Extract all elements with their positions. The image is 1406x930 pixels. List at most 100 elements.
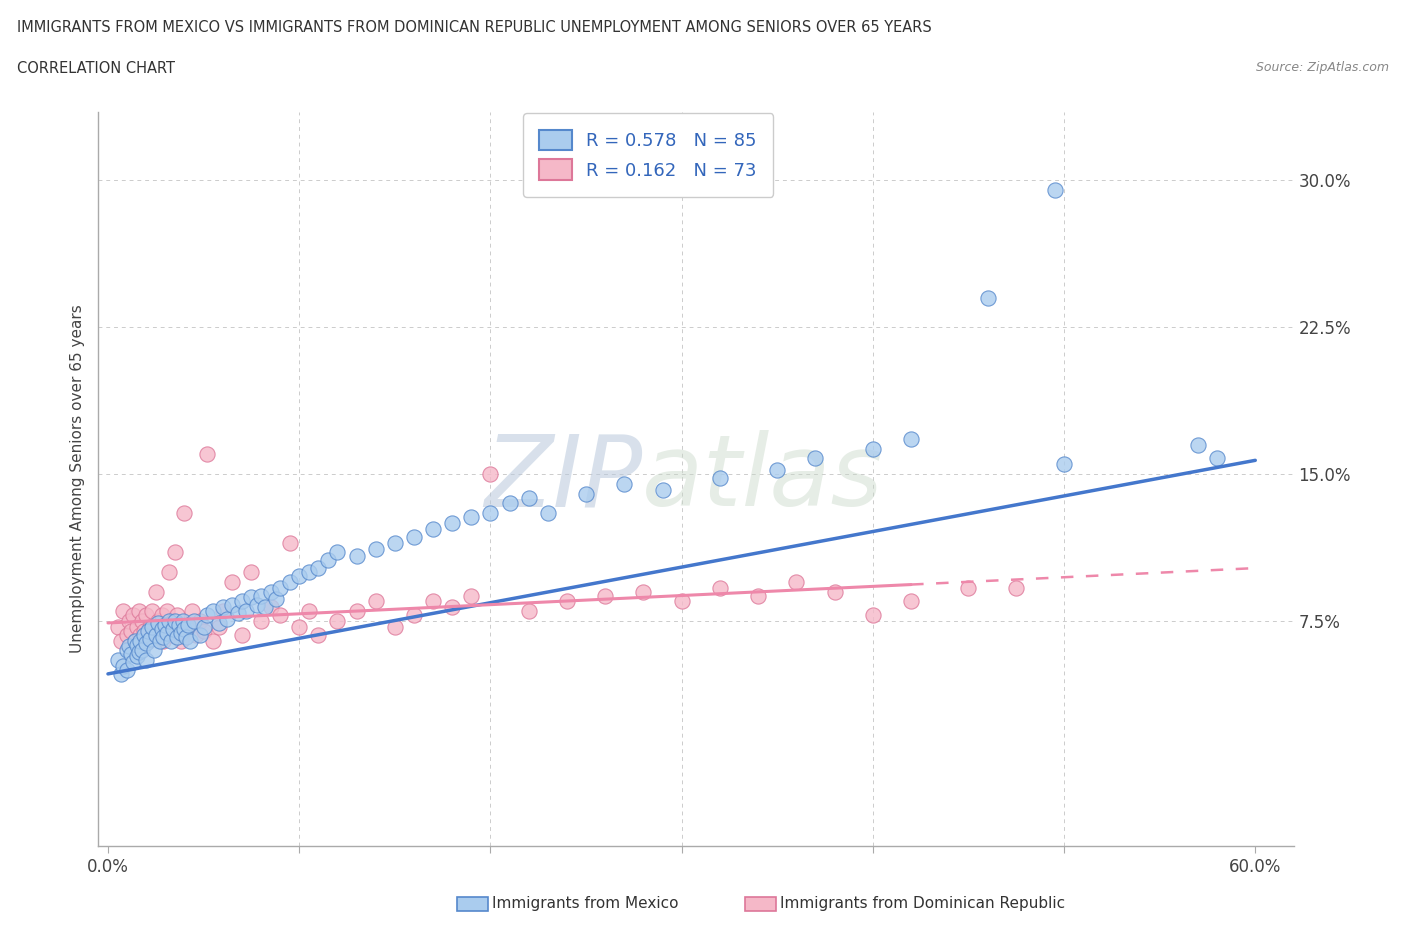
- Point: [135, 607, 157, 622]
- Point: [110, 667, 132, 682]
- Point: [131, 643, 153, 658]
- Point: [146, 614, 169, 629]
- Point: [110, 633, 132, 648]
- Point: [575, 486, 598, 501]
- Point: [145, 584, 167, 599]
- Point: [173, 506, 195, 521]
- Point: [250, 588, 273, 603]
- Point: [231, 627, 253, 642]
- Point: [288, 568, 311, 583]
- Point: [402, 607, 425, 622]
- Point: [118, 639, 141, 654]
- Point: [120, 647, 142, 662]
- Point: [112, 658, 135, 673]
- Point: [160, 633, 183, 648]
- Point: [169, 625, 191, 640]
- Point: [957, 580, 980, 595]
- Point: [157, 565, 180, 579]
- Point: [135, 635, 157, 650]
- Point: [326, 545, 349, 560]
- Point: [129, 633, 152, 648]
- Point: [172, 614, 194, 629]
- Point: [785, 575, 807, 590]
- Point: [1053, 457, 1076, 472]
- Point: [145, 627, 167, 642]
- Point: [139, 619, 162, 634]
- Point: [709, 471, 731, 485]
- Point: [160, 627, 183, 642]
- Point: [221, 575, 243, 590]
- Point: [862, 441, 884, 456]
- Point: [124, 633, 146, 648]
- Point: [167, 618, 190, 632]
- Point: [107, 619, 129, 634]
- Point: [1005, 580, 1028, 595]
- FancyBboxPatch shape: [457, 897, 488, 911]
- Point: [346, 604, 368, 618]
- Point: [235, 604, 257, 618]
- Point: [1187, 437, 1209, 452]
- Point: [142, 627, 165, 642]
- Point: [136, 623, 159, 638]
- Point: [169, 633, 191, 648]
- Point: [976, 290, 998, 305]
- Point: [593, 588, 616, 603]
- Point: [120, 623, 142, 638]
- Point: [900, 594, 922, 609]
- Point: [253, 600, 276, 615]
- Point: [517, 490, 540, 505]
- Point: [202, 633, 225, 648]
- Point: [862, 607, 884, 622]
- Point: [149, 623, 172, 638]
- Point: [208, 616, 231, 631]
- Point: [364, 541, 387, 556]
- Point: [316, 552, 339, 567]
- Point: [128, 604, 150, 618]
- Point: [177, 619, 200, 634]
- Point: [162, 614, 184, 629]
- Point: [226, 605, 249, 620]
- Point: [269, 580, 291, 595]
- Point: [136, 633, 159, 648]
- Point: [193, 619, 215, 634]
- Point: [155, 619, 177, 634]
- Point: [166, 630, 188, 644]
- Point: [326, 614, 349, 629]
- Point: [441, 515, 464, 530]
- Text: CORRELATION CHART: CORRELATION CHART: [17, 61, 174, 76]
- Point: [124, 633, 146, 648]
- Point: [150, 607, 173, 622]
- Point: [479, 506, 502, 521]
- Point: [163, 614, 186, 629]
- Point: [128, 644, 150, 659]
- Point: [125, 649, 148, 664]
- Point: [804, 451, 827, 466]
- Point: [177, 618, 200, 632]
- Point: [173, 621, 195, 636]
- Text: atlas: atlas: [643, 431, 884, 527]
- Point: [184, 627, 207, 642]
- Point: [181, 604, 204, 618]
- Point: [135, 653, 157, 668]
- Point: [278, 575, 301, 590]
- Point: [246, 598, 269, 613]
- Point: [211, 600, 233, 615]
- Text: IMMIGRANTS FROM MEXICO VS IMMIGRANTS FROM DOMINICAN REPUBLIC UNEMPLOYMENT AMONG : IMMIGRANTS FROM MEXICO VS IMMIGRANTS FRO…: [17, 20, 932, 35]
- Point: [298, 604, 321, 618]
- Point: [900, 432, 922, 446]
- Point: [460, 588, 482, 603]
- Point: [269, 607, 291, 622]
- Point: [118, 614, 141, 629]
- Point: [121, 607, 143, 622]
- Point: [211, 604, 233, 618]
- Point: [259, 584, 281, 599]
- Point: [152, 630, 174, 644]
- Point: [156, 604, 179, 618]
- Point: [208, 619, 231, 634]
- Point: [197, 607, 219, 622]
- Point: [139, 631, 162, 646]
- Point: [166, 607, 188, 622]
- Point: [146, 616, 169, 631]
- Point: [215, 612, 238, 627]
- Point: [188, 614, 211, 629]
